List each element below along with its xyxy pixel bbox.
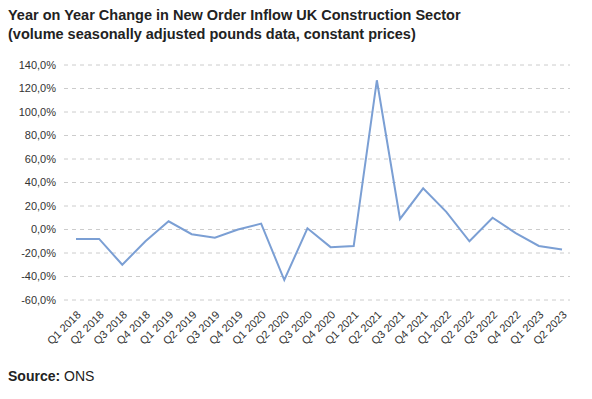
svg-text:Q2 2018: Q2 2018 [67, 308, 107, 347]
svg-text:Q1 2018: Q1 2018 [44, 308, 83, 347]
svg-text:Q4 2020: Q4 2020 [299, 308, 338, 347]
svg-text:Q2 2019: Q2 2019 [160, 308, 199, 347]
svg-text:Q3 2020: Q3 2020 [276, 308, 315, 347]
svg-text:0,0%: 0,0% [31, 223, 56, 235]
svg-text:60,0%: 60,0% [25, 153, 56, 165]
html-text:Source: ONS: Source: ONS [8, 368, 95, 384]
svg-text:Q2 2020: Q2 2020 [252, 308, 292, 347]
svg-text:Q1 2021: Q1 2021 [322, 308, 361, 347]
svg-text:Q1 2019: Q1 2019 [137, 308, 176, 347]
svg-text:Q2 2022: Q2 2022 [438, 308, 477, 347]
svg-text:Q1 2022: Q1 2022 [414, 308, 454, 347]
svg-text:140,0%: 140,0% [19, 59, 57, 71]
svg-text:Q3 2022: Q3 2022 [461, 308, 500, 347]
html-text:(volume seasonally adjusted po: (volume seasonally adjusted pounds data,… [8, 26, 416, 42]
svg-text:Q2 2021: Q2 2021 [345, 308, 384, 347]
svg-text:-20,0%: -20,0% [21, 247, 56, 259]
svg-text:-60,0%: -60,0% [21, 294, 56, 306]
svg-text:Q4 2019: Q4 2019 [206, 308, 245, 347]
svg-text:Q3 2019: Q3 2019 [183, 308, 222, 347]
html-text:Year on Year Change in New Ord: Year on Year Change in New Order Inflow … [8, 7, 461, 23]
svg-text:Q4 2018: Q4 2018 [114, 308, 153, 347]
svg-text:Q1 2023: Q1 2023 [507, 308, 546, 347]
svg-text:40,0%: 40,0% [25, 176, 56, 188]
svg-text:100,0%: 100,0% [19, 106, 57, 118]
svg-text:20,0%: 20,0% [25, 200, 56, 212]
svg-text:Q4 2022: Q4 2022 [484, 308, 523, 347]
svg-text:Q1 2020: Q1 2020 [229, 308, 269, 347]
svg-text:-40,0%: -40,0% [21, 270, 56, 282]
svg-text:Q3 2021: Q3 2021 [368, 308, 407, 347]
svg-text:Q3 2018: Q3 2018 [90, 308, 130, 347]
svg-text:Q2 2023: Q2 2023 [531, 308, 569, 346]
svg-text:80,0%: 80,0% [25, 129, 56, 141]
svg-text:120,0%: 120,0% [19, 82, 57, 94]
svg-text:Q4 2021: Q4 2021 [391, 308, 431, 347]
